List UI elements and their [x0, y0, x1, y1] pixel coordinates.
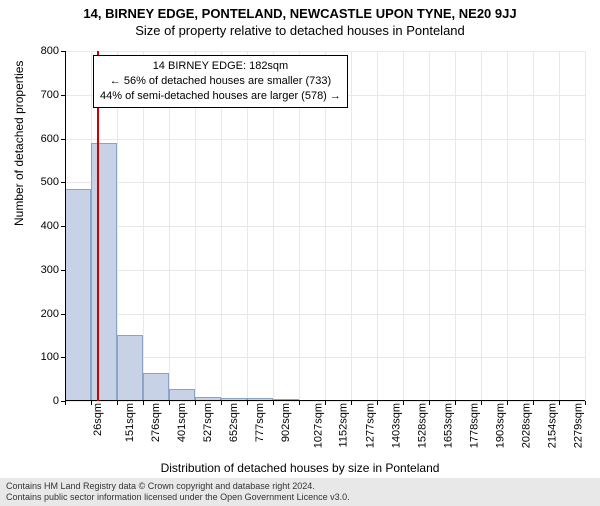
x-tick-label: 276sqm — [150, 403, 162, 442]
grid-line-vertical — [429, 51, 430, 401]
x-tick-mark — [65, 401, 66, 405]
x-tick-label: 1027sqm — [312, 403, 324, 448]
grid-line-vertical — [507, 51, 508, 401]
histogram-bar — [65, 189, 91, 401]
x-tick-mark — [195, 401, 196, 405]
x-tick-label: 1903sqm — [494, 403, 506, 448]
y-axis-label: Number of detached properties — [12, 61, 26, 226]
x-tick-label: 2154sqm — [546, 403, 558, 448]
x-tick-label: 1403sqm — [390, 403, 402, 448]
grid-line-vertical — [559, 51, 560, 401]
x-tick-label: 151sqm — [124, 403, 136, 442]
x-tick-mark — [143, 401, 144, 405]
y-tick-label: 100 — [41, 351, 65, 363]
x-tick-label: 777sqm — [254, 403, 266, 442]
x-tick-mark — [273, 401, 274, 405]
x-tick-label: 26sqm — [92, 403, 104, 436]
x-tick-label: 527sqm — [202, 403, 214, 442]
x-tick-label: 652sqm — [228, 403, 240, 442]
x-tick-mark — [429, 401, 430, 405]
grid-line-vertical — [585, 51, 586, 401]
grid-line-vertical — [455, 51, 456, 401]
x-tick-mark — [403, 401, 404, 405]
x-tick-mark — [221, 401, 222, 405]
x-tick-mark — [585, 401, 586, 405]
footer-attribution: Contains HM Land Registry data © Crown c… — [0, 478, 600, 506]
grid-line-vertical — [351, 51, 352, 401]
x-tick-mark — [455, 401, 456, 405]
grid-line-vertical — [533, 51, 534, 401]
grid-line-vertical — [481, 51, 482, 401]
y-tick-label: 800 — [41, 45, 65, 57]
x-tick-mark — [117, 401, 118, 405]
x-tick-label: 902sqm — [280, 403, 292, 442]
x-tick-mark — [559, 401, 560, 405]
x-tick-label: 1528sqm — [416, 403, 428, 448]
y-tick-label: 200 — [41, 308, 65, 320]
footer-line-2: Contains public sector information licen… — [6, 492, 594, 503]
x-tick-label: 1653sqm — [442, 403, 454, 448]
y-tick-label: 500 — [41, 176, 65, 188]
grid-line-vertical — [377, 51, 378, 401]
x-tick-mark — [351, 401, 352, 405]
x-tick-mark — [325, 401, 326, 405]
page-title: 14, BIRNEY EDGE, PONTELAND, NEWCASTLE UP… — [0, 6, 600, 21]
x-tick-mark — [299, 401, 300, 405]
info-callout-box: 14 BIRNEY EDGE: 182sqm ← 56% of detached… — [93, 55, 348, 108]
x-tick-mark — [169, 401, 170, 405]
x-tick-label: 2279sqm — [572, 403, 584, 448]
histogram-bar — [91, 143, 117, 401]
y-tick-label: 400 — [41, 220, 65, 232]
info-line-3: 44% of semi-detached houses are larger (… — [100, 89, 341, 104]
x-tick-mark — [481, 401, 482, 405]
y-tick-label: 0 — [53, 395, 65, 407]
grid-line-vertical — [403, 51, 404, 401]
x-tick-mark — [247, 401, 248, 405]
x-tick-mark — [507, 401, 508, 405]
y-axis-line — [65, 51, 66, 401]
x-tick-label: 2028sqm — [520, 403, 532, 448]
footer-line-1: Contains HM Land Registry data © Crown c… — [6, 481, 594, 492]
histogram-bar — [143, 373, 169, 401]
info-line-2: ← 56% of detached houses are smaller (73… — [100, 74, 341, 89]
x-tick-label: 1778sqm — [468, 403, 480, 448]
x-tick-label: 401sqm — [176, 403, 188, 442]
x-axis-line — [65, 400, 585, 401]
info-line-1: 14 BIRNEY EDGE: 182sqm — [100, 59, 341, 74]
y-tick-label: 300 — [41, 264, 65, 276]
y-tick-label: 700 — [41, 89, 65, 101]
x-tick-label: 1152sqm — [337, 403, 349, 447]
x-tick-mark — [533, 401, 534, 405]
x-axis-label: Distribution of detached houses by size … — [0, 461, 600, 475]
x-tick-mark — [91, 401, 92, 405]
y-tick-label: 600 — [41, 133, 65, 145]
histogram-bar — [117, 335, 143, 401]
chart-root: 14, BIRNEY EDGE, PONTELAND, NEWCASTLE UP… — [0, 6, 600, 506]
x-tick-label: 1277sqm — [364, 403, 376, 448]
x-tick-mark — [377, 401, 378, 405]
page-subtitle: Size of property relative to detached ho… — [0, 23, 600, 38]
